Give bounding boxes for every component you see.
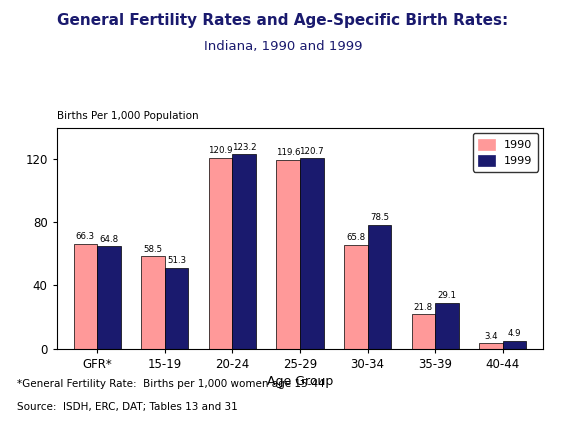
Text: 123.2: 123.2	[232, 143, 256, 152]
Text: 4.9: 4.9	[508, 329, 521, 338]
Bar	[97, 246, 121, 348]
Bar	[344, 245, 367, 348]
Text: *General Fertility Rate:  Births per 1,000 women age 15-44: *General Fertility Rate: Births per 1,00…	[17, 379, 325, 389]
Text: 78.5: 78.5	[370, 213, 389, 222]
Bar	[74, 244, 97, 348]
Text: 3.4: 3.4	[484, 332, 498, 341]
Text: 21.8: 21.8	[414, 303, 433, 312]
Text: Indiana, 1990 and 1999: Indiana, 1990 and 1999	[204, 40, 362, 54]
Bar	[367, 224, 391, 348]
Legend: 1990, 1999: 1990, 1999	[473, 133, 538, 172]
Bar	[209, 158, 233, 348]
Text: 65.8: 65.8	[346, 233, 365, 242]
Text: 66.3: 66.3	[76, 232, 95, 241]
Text: 119.6: 119.6	[276, 148, 301, 157]
X-axis label: Age Group: Age Group	[267, 375, 333, 388]
Bar	[479, 343, 503, 348]
Text: 120.7: 120.7	[299, 147, 324, 156]
Text: General Fertility Rates and Age-Specific Birth Rates:: General Fertility Rates and Age-Specific…	[57, 13, 509, 28]
Text: 120.9: 120.9	[208, 146, 233, 155]
Text: 51.3: 51.3	[167, 256, 186, 265]
Text: Births Per 1,000 Population: Births Per 1,000 Population	[57, 111, 198, 121]
Bar	[165, 267, 188, 348]
Bar	[141, 256, 165, 348]
Bar	[233, 154, 256, 348]
Text: 29.1: 29.1	[438, 291, 457, 300]
Bar	[503, 341, 526, 348]
Bar	[300, 158, 324, 348]
Text: Source:  ISDH, ERC, DAT; Tables 13 and 31: Source: ISDH, ERC, DAT; Tables 13 and 31	[17, 402, 238, 412]
Text: 64.8: 64.8	[100, 235, 118, 244]
Bar	[411, 314, 435, 348]
Bar	[435, 303, 459, 348]
Text: 58.5: 58.5	[143, 245, 162, 254]
Bar	[276, 160, 300, 348]
